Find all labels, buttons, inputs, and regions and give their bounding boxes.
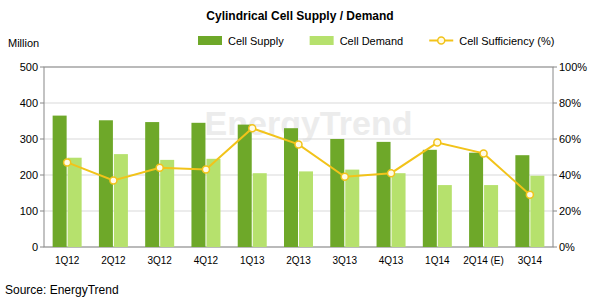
y-tick-label: 200 (20, 169, 38, 181)
grid-line (44, 139, 553, 140)
tick (40, 175, 44, 176)
x-tick-label: 1Q14 (425, 255, 450, 266)
grid-line (44, 103, 553, 104)
x-tick-label: 1Q12 (55, 255, 80, 266)
source: Source: EnergyTrend (5, 283, 119, 297)
y-tick-label: 100 (20, 205, 38, 217)
tick (553, 175, 557, 176)
tick (553, 103, 557, 104)
marker (434, 139, 441, 146)
tick (40, 211, 44, 212)
marker (388, 170, 395, 177)
y2-tick-label: 40% (559, 169, 581, 181)
bar (160, 160, 174, 247)
y2-tick-label: 20% (559, 205, 581, 217)
x-tick-label: 3Q12 (147, 255, 172, 266)
bar (53, 116, 67, 247)
y-tick-label: 0 (32, 241, 38, 253)
marker (64, 159, 71, 166)
legend-label: Cell Supply (228, 35, 284, 47)
bar (377, 142, 391, 247)
marker (341, 173, 348, 180)
legend-swatch (198, 36, 222, 45)
line (67, 128, 530, 195)
marker (526, 191, 533, 198)
bar (253, 173, 267, 247)
marker (110, 177, 117, 184)
tick (40, 139, 44, 140)
x-tick-label: 2Q12 (101, 255, 126, 266)
bar (299, 171, 313, 247)
y2-tick-label: 0% (559, 241, 575, 253)
legend-swatch (310, 36, 334, 45)
y2-tick-label: 100% (559, 61, 587, 73)
x-tick-label: 3Q14 (518, 255, 543, 266)
marker (480, 150, 487, 157)
tick (553, 67, 557, 68)
y-label: Million (8, 37, 39, 49)
bar (515, 155, 529, 247)
legend-item: Cell Sufficiency (%) (429, 35, 554, 47)
y-tick-label: 300 (20, 133, 38, 145)
y-tick-label: 500 (20, 61, 38, 73)
legend-label: Cell Demand (340, 35, 404, 47)
marker (156, 164, 163, 171)
legend-label: Cell Sufficiency (%) (459, 35, 554, 47)
bar (345, 170, 359, 247)
marker (295, 141, 302, 148)
marks (53, 116, 545, 247)
tick (553, 211, 557, 212)
legend-item: Cell Supply (198, 35, 284, 47)
tick (40, 67, 44, 68)
bar (392, 173, 406, 247)
bar (330, 139, 344, 247)
y-tick-label: 400 (20, 97, 38, 109)
bar (191, 123, 205, 247)
bar (114, 154, 128, 247)
tick (553, 139, 557, 140)
x-tick-label: 4Q12 (194, 255, 219, 266)
bar (423, 150, 437, 247)
bar (68, 158, 82, 247)
marker (249, 125, 256, 132)
plot-frame (44, 67, 553, 247)
tick (40, 247, 44, 248)
bar (469, 153, 483, 247)
legend-item: Cell Demand (310, 35, 404, 47)
x-tick-label: 4Q13 (379, 255, 404, 266)
legend-marker (438, 37, 445, 44)
chart: EnergyTrend Cylindrical Cell Supply / Dem… (0, 0, 600, 301)
y2-tick-label: 60% (559, 133, 581, 145)
bar (145, 122, 159, 247)
tick (40, 103, 44, 104)
y2-tick-label: 80% (559, 97, 581, 109)
title: Cylindrical Cell Supply / Demand (206, 9, 393, 23)
marker (202, 166, 209, 173)
bar (438, 185, 452, 247)
bar (238, 125, 252, 247)
x-tick-label: 2Q13 (286, 255, 311, 266)
x-tick-label: 1Q13 (240, 255, 265, 266)
x-tick-label: 3Q13 (333, 255, 358, 266)
watermark: EnergyTrend (205, 104, 413, 142)
tick (553, 247, 557, 248)
bar (484, 185, 498, 247)
bar (530, 176, 544, 247)
x-tick-label: 2Q14 (E) (463, 255, 504, 266)
